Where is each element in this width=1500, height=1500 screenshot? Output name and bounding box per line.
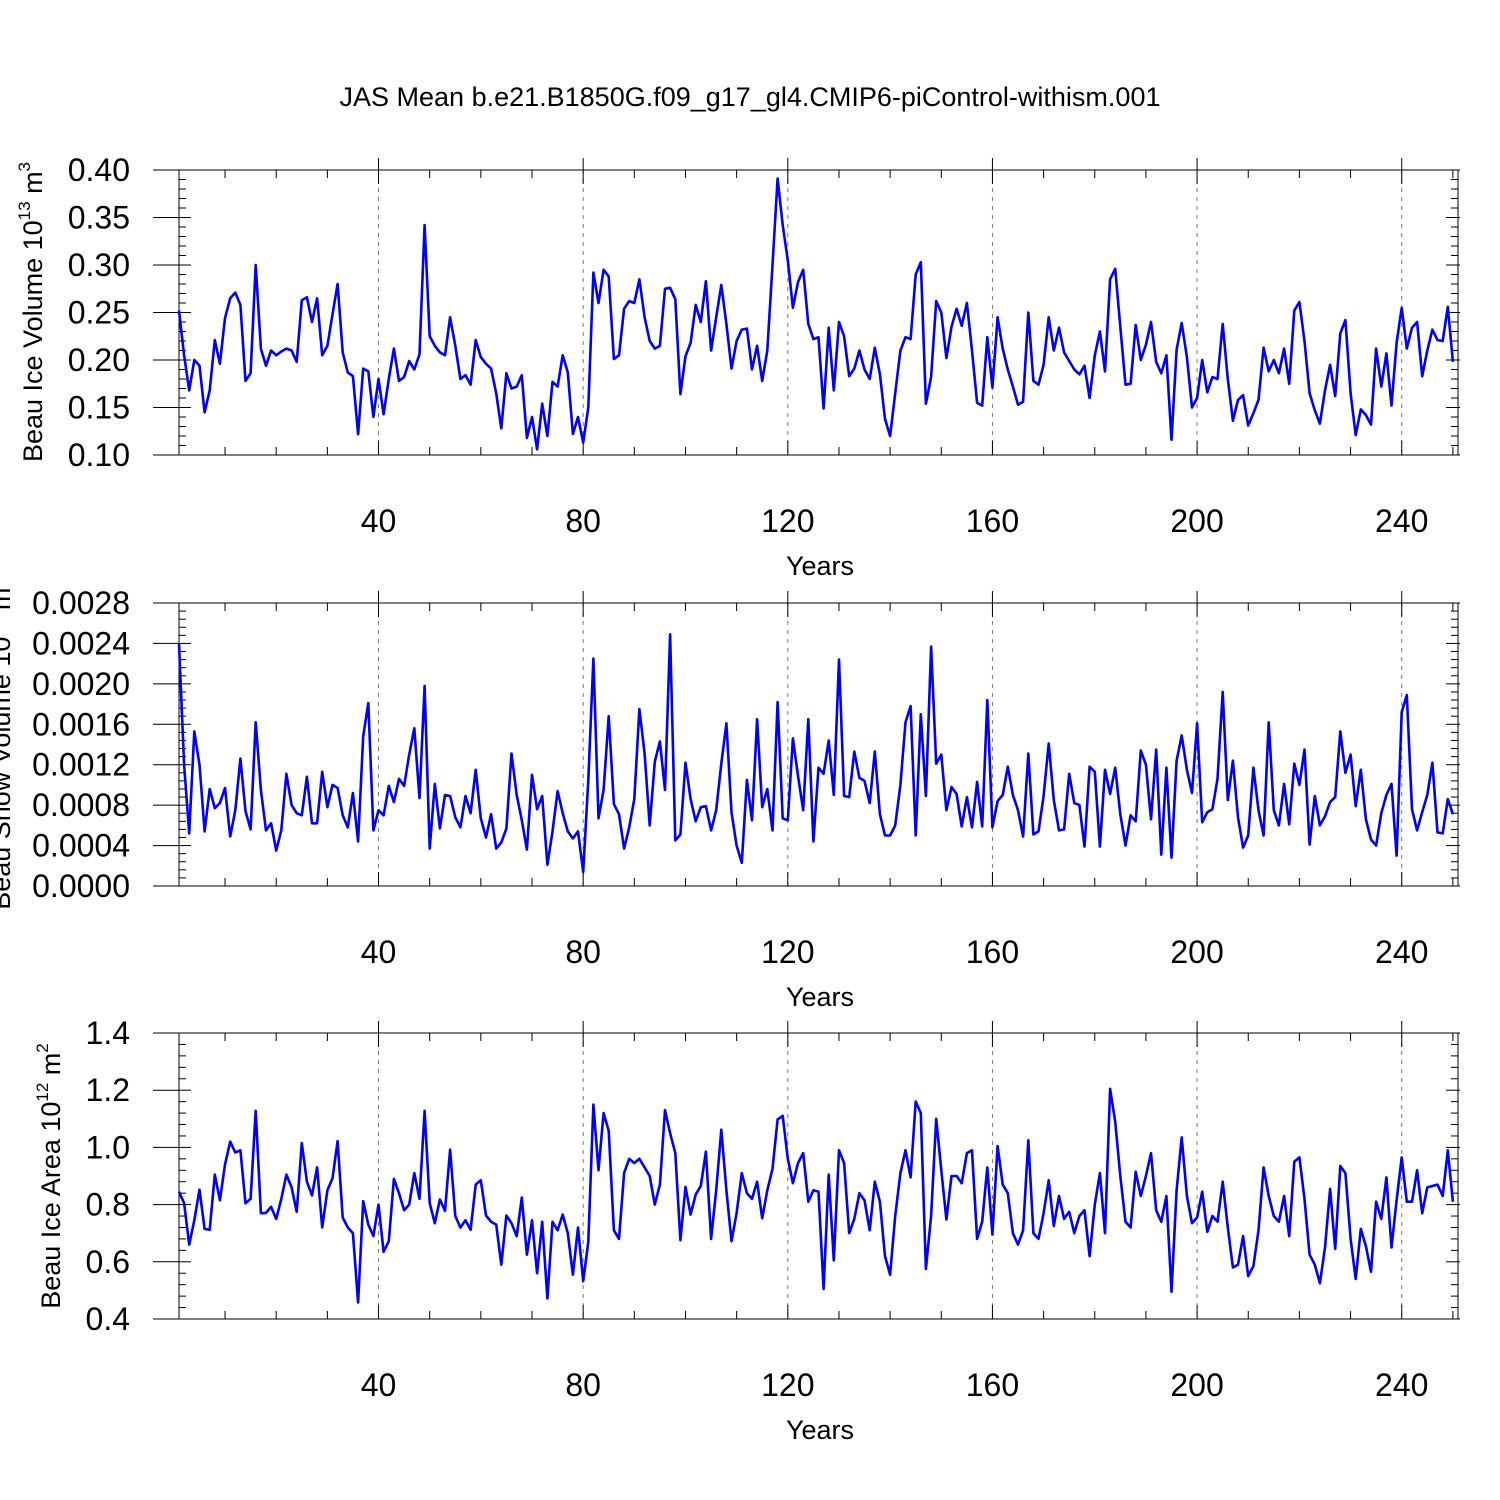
y-tick-label-2: 0.0016 <box>32 706 130 742</box>
y-tick-label-3: 1.0 <box>86 1129 130 1165</box>
x-tick-label-2: 120 <box>761 934 814 970</box>
y-tick-label-1: 0.20 <box>68 342 130 378</box>
y-axis-title-part: Beau Ice Area 10 <box>36 1102 66 1309</box>
x-tick-label-2: 160 <box>966 934 1019 970</box>
y-tick-label-1: 0.25 <box>68 295 130 331</box>
y-tick-label-1: 0.15 <box>68 390 130 426</box>
y-axis-title-superscript: 12 <box>33 1083 52 1102</box>
y-tick-label-1: 0.10 <box>68 437 130 473</box>
y-tick-label-1: 0.30 <box>68 247 130 283</box>
y-axis-title-superscript: 2 <box>33 1043 52 1052</box>
y-tick-label-3: 0.4 <box>86 1301 130 1337</box>
chart-title: JAS Mean b.e21.B1850G.f09_g17_gl4.CMIP6-… <box>340 82 1161 112</box>
y-tick-label-2: 0.0028 <box>32 585 130 621</box>
y-axis-title-part: Beau Ice Volume 10 <box>18 220 48 462</box>
y-tick-label-3: 1.2 <box>86 1072 130 1108</box>
y-tick-label-2: 0.0012 <box>32 747 130 783</box>
x-tick-label-1: 120 <box>761 503 814 539</box>
x-tick-label-2: 80 <box>565 934 601 970</box>
x-tick-label-1: 200 <box>1170 503 1223 539</box>
y-tick-label-1: 0.35 <box>68 200 130 236</box>
x-axis-title-3: Years <box>786 1415 854 1445</box>
y-axis-title-1: Beau Ice Volume 1013 m3 <box>15 162 48 462</box>
y-axis-title-superscript: 13 <box>0 618 2 637</box>
y-axis-title-part: Beau Snow Volume 10 <box>0 637 16 910</box>
y-tick-label-2: 0.0004 <box>32 828 130 864</box>
y-tick-label-2: 0.0000 <box>32 868 130 904</box>
x-tick-label-3: 240 <box>1375 1367 1428 1403</box>
y-tick-label-3: 0.6 <box>86 1244 130 1280</box>
x-tick-label-3: 200 <box>1170 1367 1223 1403</box>
data-line-3 <box>177 1087 1455 1304</box>
y-tick-label-3: 1.4 <box>86 1015 130 1051</box>
x-tick-label-3: 40 <box>361 1367 397 1403</box>
x-tick-label-3: 120 <box>761 1367 814 1403</box>
x-tick-label-1: 240 <box>1375 503 1428 539</box>
x-axis-title-1: Years <box>786 551 854 581</box>
y-axis-title-part: m <box>0 588 16 618</box>
y-axis-title-superscript: 13 <box>15 201 34 220</box>
x-tick-label-3: 80 <box>565 1367 601 1403</box>
data-line-2 <box>177 632 1455 874</box>
y-tick-label-1: 0.40 <box>68 152 130 188</box>
x-tick-label-2: 40 <box>361 934 397 970</box>
y-tick-label-2: 0.0008 <box>32 787 130 823</box>
x-tick-label-1: 80 <box>565 503 601 539</box>
y-tick-label-3: 0.8 <box>86 1187 130 1223</box>
x-tick-label-2: 200 <box>1170 934 1223 970</box>
data-line-1 <box>177 177 1455 451</box>
x-tick-label-1: 40 <box>361 503 397 539</box>
y-axis-title-superscript: 3 <box>0 578 2 587</box>
y-axis-title-3: Beau Ice Area 1012 m2 <box>33 1043 66 1309</box>
x-tick-label-3: 160 <box>966 1367 1019 1403</box>
y-axis-title-part: m <box>36 1053 66 1083</box>
y-axis-title-2: Beau Snow Volume 1013 m3 <box>0 578 16 910</box>
x-tick-label-2: 240 <box>1375 934 1428 970</box>
y-tick-label-2: 0.0024 <box>32 625 130 661</box>
y-axis-title-part: m <box>18 171 48 201</box>
y-axis-title-superscript: 3 <box>15 162 34 171</box>
y-tick-label-2: 0.0020 <box>32 666 130 702</box>
x-tick-label-1: 160 <box>966 503 1019 539</box>
x-axis-title-2: Years <box>786 982 854 1012</box>
